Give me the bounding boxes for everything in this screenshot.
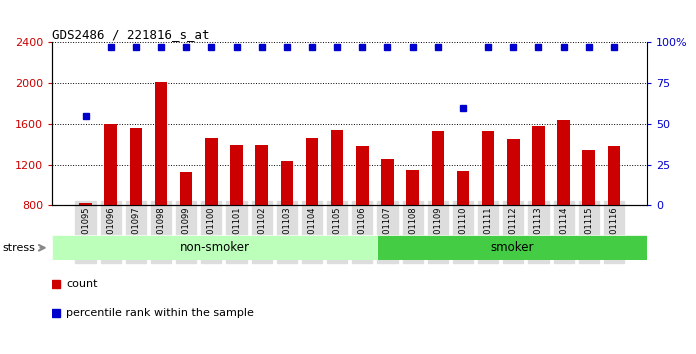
Bar (457, 171, 469, 205)
Bar (280, 161, 293, 205)
Bar (255, 145, 268, 205)
Bar (377, 235, 647, 260)
Bar (432, 131, 444, 205)
Bar (331, 130, 343, 205)
Bar (155, 82, 167, 205)
Bar (180, 172, 193, 205)
Bar (381, 159, 394, 205)
Text: non-smoker: non-smoker (180, 241, 249, 254)
Bar (482, 131, 494, 205)
Bar (104, 124, 117, 205)
Bar (129, 128, 142, 205)
Bar (583, 150, 595, 205)
Text: stress: stress (3, 243, 35, 253)
Bar (406, 170, 419, 205)
Text: smoker: smoker (490, 241, 534, 254)
Bar (205, 138, 218, 205)
Bar (230, 145, 243, 205)
Bar (507, 139, 520, 205)
Bar (532, 126, 545, 205)
Bar (52, 235, 377, 260)
Bar (79, 203, 92, 205)
Bar (306, 138, 318, 205)
Text: count: count (66, 279, 97, 289)
Text: GDS2486 / 221816_s_at: GDS2486 / 221816_s_at (52, 28, 209, 41)
Bar (608, 146, 620, 205)
Text: percentile rank within the sample: percentile rank within the sample (66, 308, 254, 318)
Bar (356, 146, 369, 205)
Bar (557, 120, 570, 205)
